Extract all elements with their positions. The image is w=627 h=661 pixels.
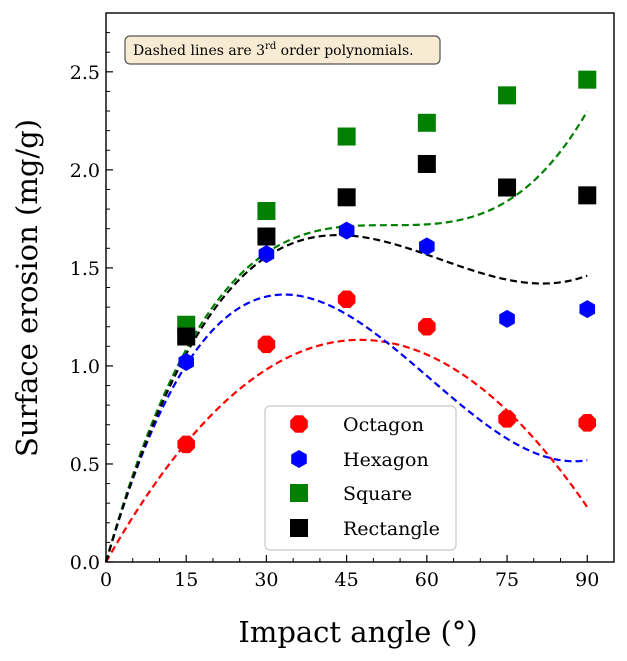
marker-hexagon-45 — [338, 221, 355, 240]
data-markers — [177, 70, 597, 454]
x-tick-label: 30 — [254, 569, 278, 591]
marker-square-60 — [417, 113, 436, 132]
x-tick-label: 15 — [174, 569, 198, 591]
y-tick-label: 1.0 — [70, 356, 100, 378]
x-axis-title: Impact angle (°) — [238, 615, 477, 649]
annotation-text: Dashed lines are 3rd order polynomials. — [133, 41, 414, 59]
marker-square-30 — [257, 202, 276, 221]
marker-square-90 — [578, 70, 597, 89]
legend-label-octagon: Octagon — [343, 414, 424, 436]
marker-rectangle-60 — [417, 154, 436, 173]
marker-octagon-60 — [418, 317, 436, 336]
marker-octagon-45 — [337, 290, 356, 309]
legend-marker-rectangle — [290, 519, 308, 537]
marker-hexagon-30 — [258, 245, 275, 264]
marker-rectangle-75 — [498, 178, 517, 197]
annotation-box: Dashed lines are 3rd order polynomials. — [124, 35, 441, 65]
marker-octagon-75 — [498, 410, 516, 428]
x-tick-label: 0 — [100, 569, 112, 591]
y-tick-label: 2.0 — [70, 160, 100, 182]
x-tick-label: 45 — [335, 569, 359, 591]
y-tick-label: 0.5 — [70, 454, 100, 476]
marker-rectangle-90 — [578, 186, 597, 205]
x-tick-label: 75 — [495, 569, 519, 591]
marker-rectangle-30 — [257, 227, 276, 246]
legend-marker-octagon — [290, 415, 308, 433]
y-tick-label: 0.0 — [70, 552, 100, 574]
y-tick-label: 2.5 — [70, 62, 100, 84]
annotation-frame — [124, 35, 441, 65]
annotation-superscript: rd — [265, 41, 277, 52]
marker-square-75 — [498, 86, 517, 105]
legend-marker-square — [290, 484, 308, 502]
axes: 0 15 30 45 60 75 90 0.0 0.5 1.0 1.5 2.0 2.5 — [70, 12, 615, 591]
legend: Octagon Hexagon Square Rectangle — [264, 405, 457, 551]
marker-square-45 — [337, 127, 356, 146]
y-tick-label: 1.5 — [70, 258, 100, 280]
marker-octagon-90 — [578, 414, 597, 432]
annotation-text-end: order polynomials. — [276, 43, 413, 59]
legend-marker-hexagon — [291, 450, 307, 468]
x-tick-label: 60 — [415, 569, 439, 591]
marker-hexagon-15 — [178, 353, 194, 372]
marker-hexagon-75 — [499, 309, 515, 328]
legend-label-hexagon: Hexagon — [343, 449, 429, 471]
legend-label-square: Square — [343, 483, 412, 505]
x-tick-label: 90 — [575, 569, 599, 591]
marker-hexagon-60 — [419, 237, 435, 256]
legend-frame — [264, 405, 457, 551]
y-axis-title: Surface erosion (mg/g) — [10, 119, 44, 457]
legend-markers — [290, 415, 308, 537]
marker-hexagon-90 — [579, 300, 596, 319]
legend-label-rectangle: Rectangle — [343, 518, 440, 540]
marker-rectangle-15 — [177, 327, 196, 346]
marker-rectangle-45 — [337, 188, 356, 207]
annotation-text-main: Dashed lines are 3 — [133, 43, 265, 59]
marker-octagon-15 — [177, 435, 195, 454]
marker-octagon-30 — [257, 335, 276, 354]
